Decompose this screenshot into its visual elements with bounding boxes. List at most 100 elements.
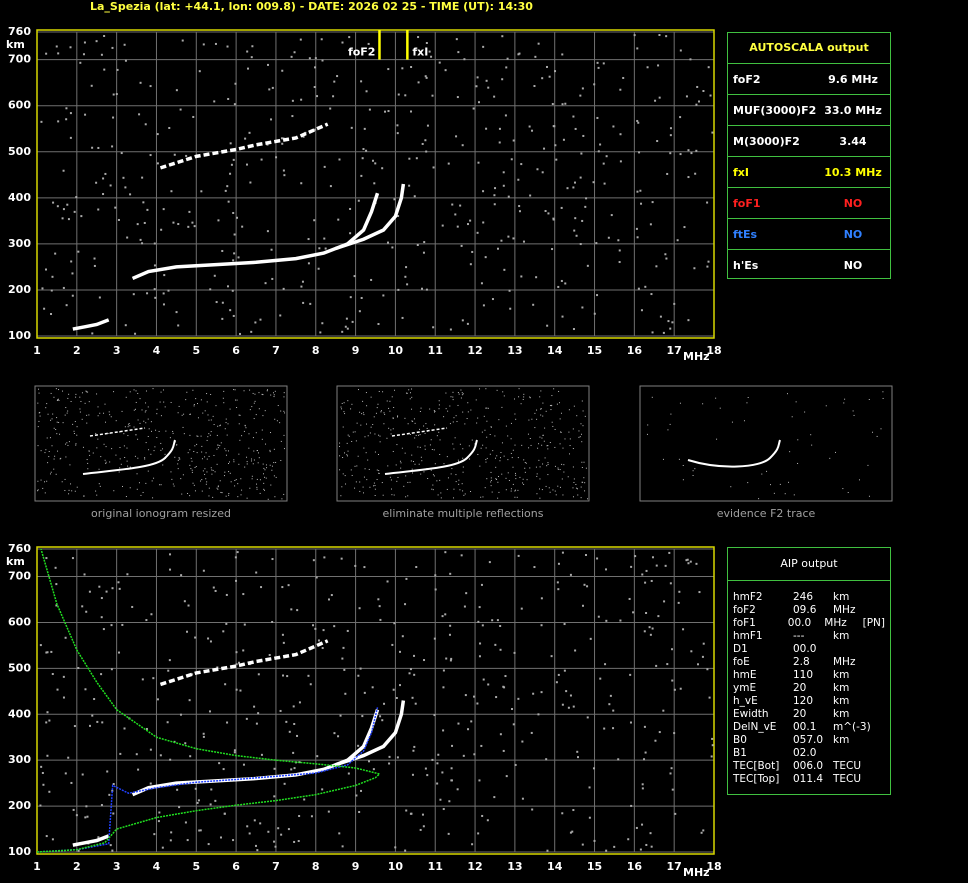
noise-dot xyxy=(341,845,344,848)
y-axis-label: km xyxy=(6,555,25,568)
aip-table: AIP output hmF2 246 km foF2 09.6 MHz foF1 00.0 M… xyxy=(727,547,891,795)
noise-dot xyxy=(377,403,379,405)
noise-dot xyxy=(527,433,529,435)
noise-dot xyxy=(125,496,127,498)
noise-dot xyxy=(312,624,315,627)
noise-dot xyxy=(309,302,312,305)
noise-dot xyxy=(256,450,258,452)
noise-dot xyxy=(220,491,222,493)
noise-dot xyxy=(249,487,251,489)
noise-dot xyxy=(232,839,235,842)
noise-dot xyxy=(397,215,400,218)
noise-dot xyxy=(47,413,49,415)
noise-dot xyxy=(46,403,48,405)
noise-dot xyxy=(731,421,733,423)
noise-dot xyxy=(55,429,57,431)
noise-dot xyxy=(191,673,194,676)
noise-dot xyxy=(104,172,107,175)
noise-dot xyxy=(795,401,797,403)
noise-dot xyxy=(357,744,360,747)
cell: [PN] xyxy=(862,617,886,629)
cell: 2.8 xyxy=(793,656,810,668)
noise-dot xyxy=(223,812,226,815)
noise-dot xyxy=(69,136,72,139)
noise-dot xyxy=(176,444,178,446)
noise-dot xyxy=(235,663,238,666)
noise-dot xyxy=(666,172,669,175)
noise-dot xyxy=(479,388,481,390)
noise-dot xyxy=(518,210,521,213)
noise-dot xyxy=(581,306,584,309)
noise-dot xyxy=(254,400,256,402)
noise-dot xyxy=(499,733,502,736)
noise-dot xyxy=(283,396,285,398)
noise-dot xyxy=(574,649,577,652)
noise-dot xyxy=(352,431,354,433)
noise-dot xyxy=(361,157,364,160)
noise-dot xyxy=(505,66,508,69)
noise-dot xyxy=(389,400,391,402)
noise-dot xyxy=(382,391,384,393)
trace xyxy=(335,183,406,251)
noise-dot xyxy=(423,241,426,244)
noise-dot xyxy=(482,444,484,446)
noise-dot xyxy=(62,390,64,392)
noise-dot xyxy=(408,389,410,391)
noise-dot xyxy=(847,492,849,494)
noise-dot xyxy=(511,708,514,711)
noise-dot xyxy=(438,400,440,402)
noise-dot xyxy=(143,221,146,224)
noise-dot xyxy=(444,551,447,554)
noise-dot xyxy=(566,187,569,190)
x-tick-label: 10 xyxy=(388,344,404,357)
noise-dot xyxy=(458,483,460,485)
noise-dot xyxy=(572,448,574,450)
noise-dot xyxy=(409,481,411,483)
thumbnail-trace xyxy=(391,427,448,437)
noise-dot xyxy=(508,479,510,481)
noise-dot xyxy=(673,732,676,735)
noise-dot xyxy=(233,233,236,236)
noise-dot xyxy=(357,389,359,391)
noise-dot xyxy=(423,425,425,427)
noise-dot xyxy=(307,674,310,677)
noise-dot xyxy=(275,156,278,159)
noise-dot xyxy=(440,497,442,499)
noise-dot xyxy=(88,401,90,403)
noise-dot xyxy=(129,466,131,468)
noise-dot xyxy=(413,418,415,420)
noise-dot xyxy=(349,296,352,299)
noise-dot xyxy=(350,126,353,129)
noise-dot xyxy=(650,293,653,296)
noise-dot xyxy=(524,467,526,469)
noise-dot xyxy=(432,489,434,491)
table-row: h_vE 120 km xyxy=(733,695,890,708)
noise-dot xyxy=(670,413,672,415)
row-label: foF1 xyxy=(733,196,761,210)
noise-dot xyxy=(557,588,560,591)
noise-dot xyxy=(363,127,366,130)
noise-dot xyxy=(298,701,301,704)
noise-dot xyxy=(541,77,544,80)
noise-dot xyxy=(210,467,212,469)
noise-dot xyxy=(351,440,353,442)
noise-dot xyxy=(177,223,180,226)
noise-dot xyxy=(74,421,76,423)
noise-dot xyxy=(119,752,122,755)
noise-dot xyxy=(484,256,487,259)
noise-dot xyxy=(51,673,54,676)
noise-dot xyxy=(711,737,714,740)
noise-dot xyxy=(409,668,412,671)
noise-dot xyxy=(58,421,60,423)
noise-dot xyxy=(126,236,129,239)
noise-dot xyxy=(123,727,126,730)
noise-dot xyxy=(549,491,551,493)
noise-dot xyxy=(834,451,836,453)
noise-dot xyxy=(253,459,255,461)
noise-dot xyxy=(521,797,524,800)
noise-dot xyxy=(480,583,483,586)
noise-dot xyxy=(350,408,352,410)
noise-dot xyxy=(104,459,106,461)
noise-dot xyxy=(548,75,551,78)
noise-dot xyxy=(357,199,360,202)
